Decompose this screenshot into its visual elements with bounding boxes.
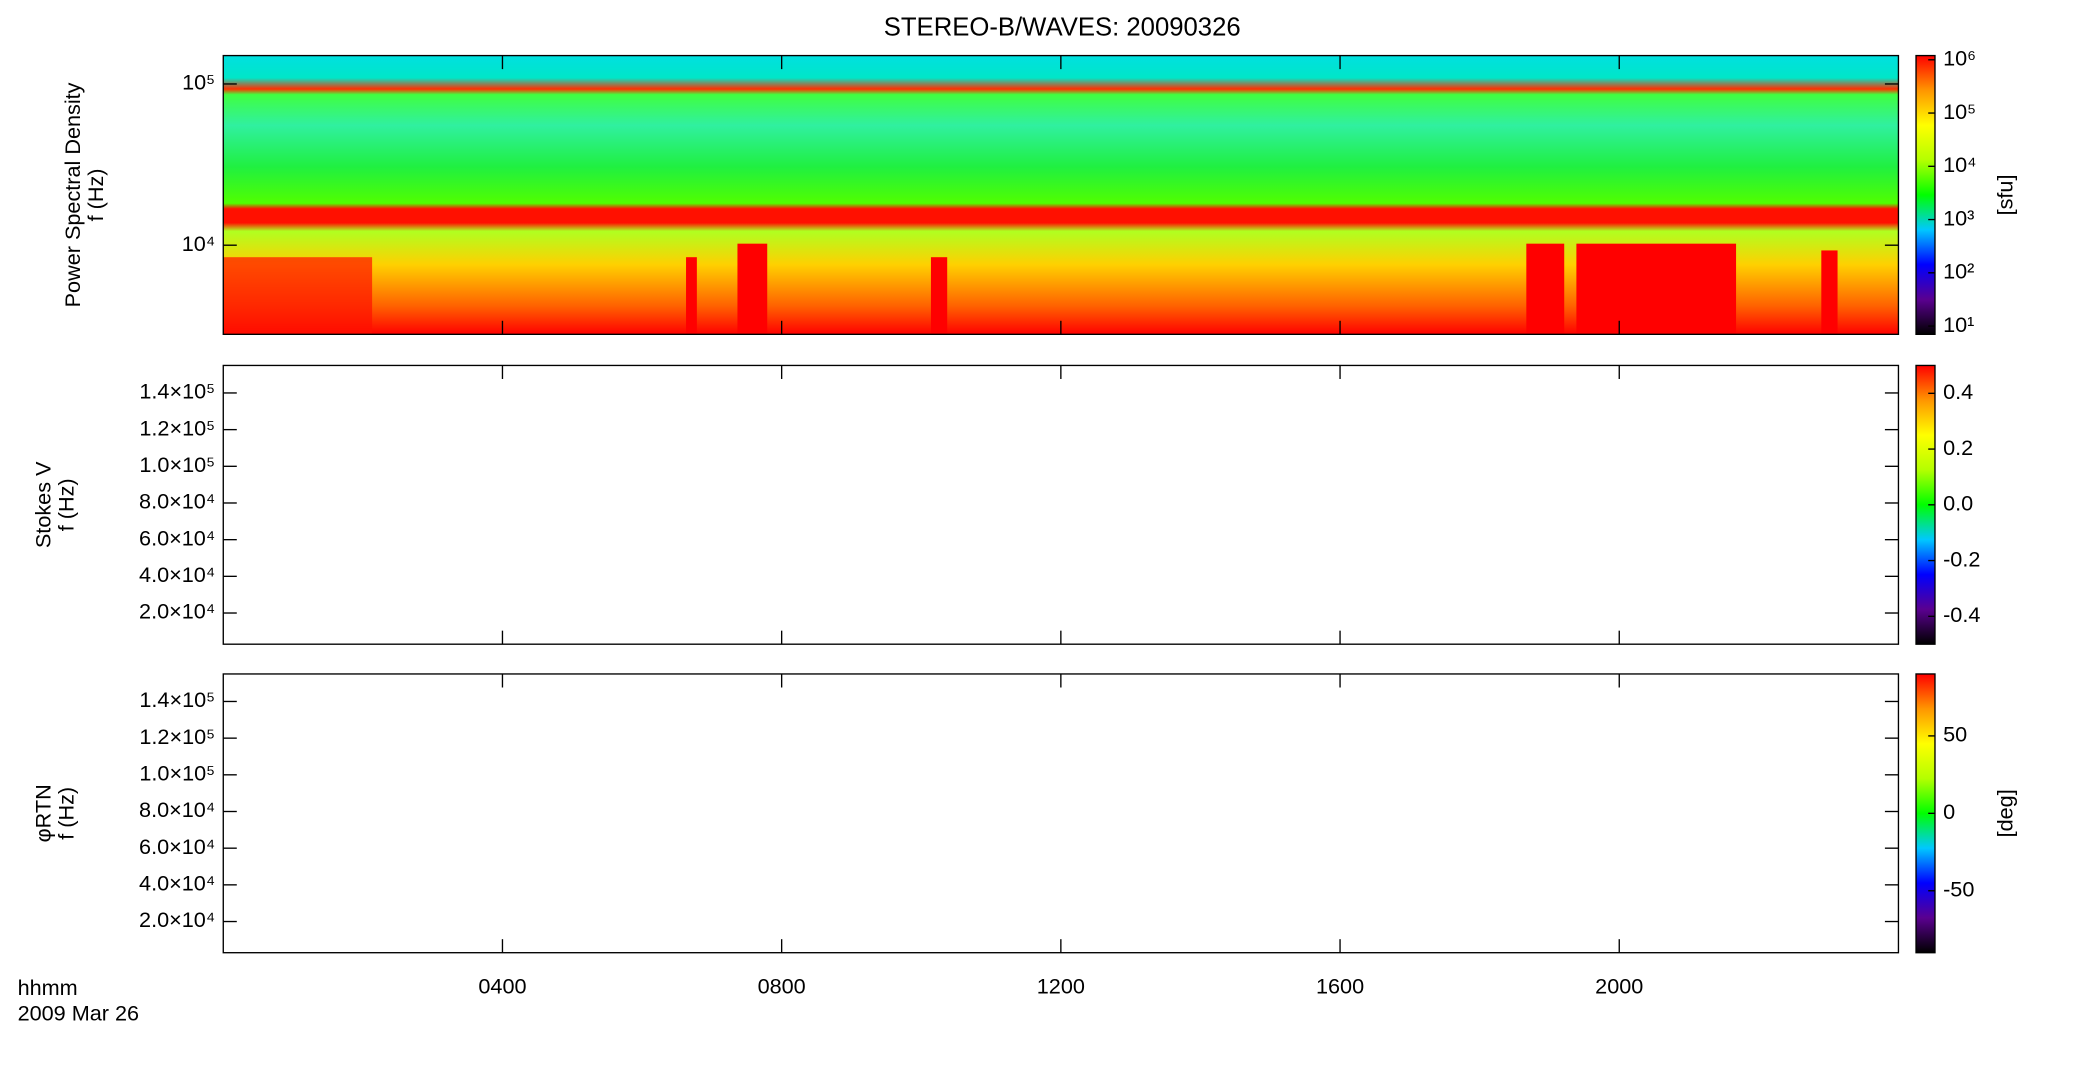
colorbar-label: [sfu] [1992, 174, 2017, 215]
y-axis-label: f (Hz) [83, 169, 108, 222]
burst [223, 257, 373, 335]
y-tick-label: 1.0×10⁵ [139, 761, 215, 786]
colorbar-label: [deg] [1992, 789, 2017, 837]
y-axis-label: Power Spectral Density [60, 82, 85, 307]
colorbar-tick-label: 10⁵ [1943, 99, 1976, 124]
y-axis-label: Stokes V [30, 461, 55, 548]
y-tick-label: 1.2×10⁵ [139, 415, 215, 440]
x-axis-label: hhmm [18, 975, 78, 1000]
chart-title: STEREO-B/WAVES: 20090326 [884, 13, 1241, 41]
y-tick-label: 2.0×10⁴ [139, 907, 215, 932]
burst [1576, 243, 1737, 335]
y-tick-label: 1.4×10⁵ [139, 379, 215, 404]
date-label: 2009 Mar 26 [18, 1001, 140, 1026]
y-tick-label: 1.0×10⁵ [139, 452, 215, 477]
y-axis-label: φRTN [30, 784, 55, 842]
y-tick-label: 10⁵ [182, 70, 215, 95]
colorbar-tick-label: 0.0 [1943, 491, 1973, 516]
plot-frame [222, 364, 1900, 645]
y-tick-label: 6.0×10⁴ [139, 834, 215, 859]
x-tick-label: 1600 [1316, 974, 1364, 999]
colorbar-tick-label: 10² [1943, 259, 1974, 284]
x-tick-label: 1200 [1037, 974, 1085, 999]
y-tick-label: 6.0×10⁴ [139, 525, 215, 550]
colorbar-tick-label: 10³ [1943, 205, 1974, 230]
colorbar-tick-label: 0 [1943, 799, 1955, 824]
burst [686, 257, 697, 335]
y-tick-label: 10⁴ [182, 231, 215, 256]
burst [737, 243, 768, 335]
y-tick-label: 2.0×10⁴ [139, 599, 215, 624]
y-axis-label: f (Hz) [53, 787, 78, 840]
colorbar-tick-label: 10⁴ [1943, 152, 1976, 177]
colorbar [1915, 54, 1936, 336]
y-tick-label: 8.0×10⁴ [139, 797, 215, 822]
x-tick-label: 2000 [1595, 974, 1643, 999]
burst [1821, 250, 1838, 335]
x-tick-label: 0800 [758, 974, 806, 999]
burst [930, 257, 948, 335]
colorbar-tick-label: 10¹ [1943, 312, 1974, 337]
colorbar-tick-label: -50 [1943, 876, 1974, 901]
colorbar-tick-label: -0.2 [1943, 546, 1980, 571]
y-tick-label: 8.0×10⁴ [139, 489, 215, 514]
y-tick-label: 4.0×10⁴ [139, 871, 215, 896]
colorbar-tick-label: 10⁶ [1943, 46, 1976, 71]
y-tick-label: 4.0×10⁴ [139, 562, 215, 587]
colorbar-tick-label: 0.2 [1943, 435, 1973, 460]
y-tick-label: 1.2×10⁵ [139, 724, 215, 749]
colorbar-tick-label: -0.4 [1943, 602, 1980, 627]
y-tick-label: 1.4×10⁵ [139, 687, 215, 712]
plot-frame [222, 673, 1900, 954]
colorbar-tick-label: 0.4 [1943, 379, 1973, 404]
colorbar-tick-label: 50 [1943, 722, 1967, 747]
burst [1526, 243, 1565, 335]
spectrogram-image [223, 55, 1899, 335]
x-tick-label: 0400 [478, 974, 526, 999]
y-axis-label: f (Hz) [53, 478, 78, 531]
